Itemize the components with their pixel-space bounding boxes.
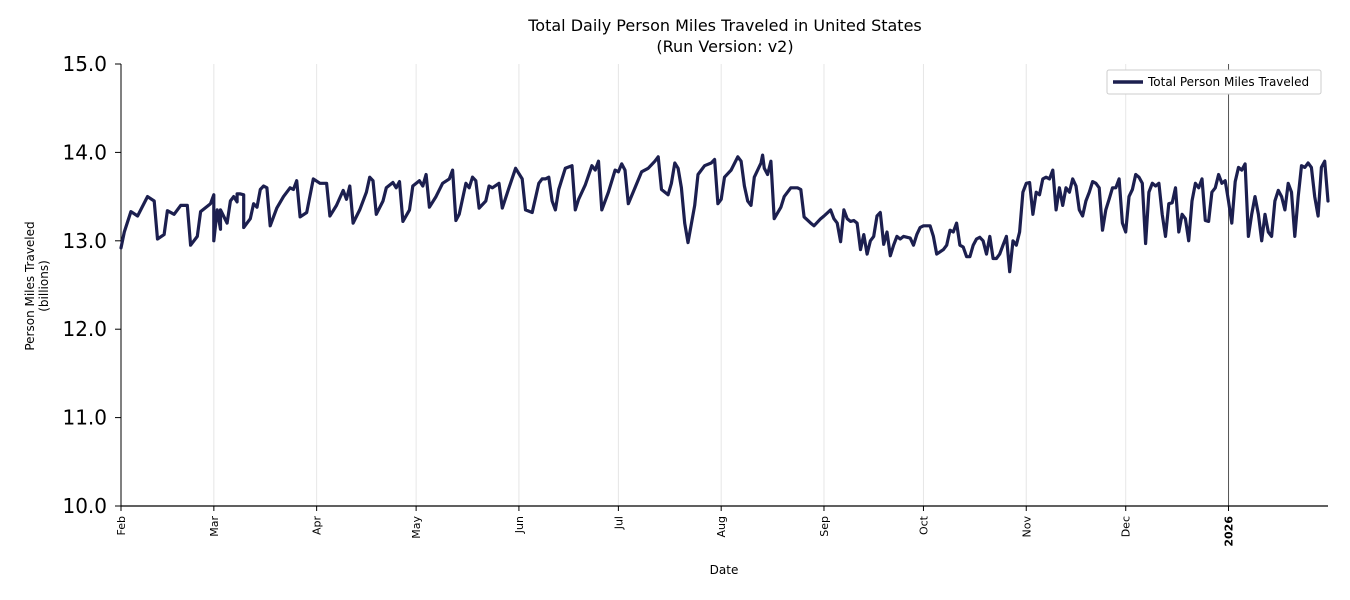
x-tick-label-sep: Sep <box>818 516 831 537</box>
x-tick-label-dec: Dec <box>1120 516 1133 537</box>
y-tick-label: 12.0 <box>62 317 107 341</box>
y-tick-label: 13.0 <box>62 229 107 253</box>
x-tick-label-oct: Oct <box>917 515 930 535</box>
y-tick-label: 15.0 <box>62 52 107 76</box>
x-tick-label-nov: Nov <box>1020 516 1033 538</box>
x-tick-label-jul: Jul <box>612 516 625 530</box>
x-tick-label-may: May <box>410 516 423 539</box>
series-line-total-person-miles <box>119 153 1330 274</box>
y-tick-label: 10.0 <box>62 494 107 518</box>
x-tick-label-2026: 2026 <box>1223 516 1236 547</box>
y-axis-label-line2: (billions) <box>37 260 51 312</box>
legend: Total Person Miles Traveled <box>1106 69 1322 95</box>
y-axis-label-line1: Person Miles Traveled <box>23 221 37 350</box>
chart-title: Total Daily Person Miles Traveled in Uni… <box>527 16 922 35</box>
legend-box <box>1106 69 1322 95</box>
x-tick-label-apr: Apr <box>311 516 324 536</box>
vertical-gridlines <box>120 64 1230 506</box>
y-tick-label: 14.0 <box>62 140 107 164</box>
x-tick-label-mar: Mar <box>208 516 221 537</box>
legend-entry-label: Total Person Miles Traveled <box>1147 75 1309 89</box>
y-tick-label: 11.0 <box>62 406 107 430</box>
x-tick-label-aug: Aug <box>715 516 728 537</box>
x-axis: Feb Mar Apr May Jun Jul Aug Sep Oct Nov Dec 2026 <box>115 505 1328 547</box>
y-axis: 10.0 11.0 12.0 13.0 14.0 15.0 <box>62 52 122 518</box>
x-axis-label: Date <box>710 563 739 577</box>
chart-subtitle: (Run Version: v2) <box>656 37 793 56</box>
x-tick-label-jun: Jun <box>513 516 526 534</box>
x-tick-label-feb: Feb <box>115 516 128 535</box>
series-group <box>119 153 1330 274</box>
